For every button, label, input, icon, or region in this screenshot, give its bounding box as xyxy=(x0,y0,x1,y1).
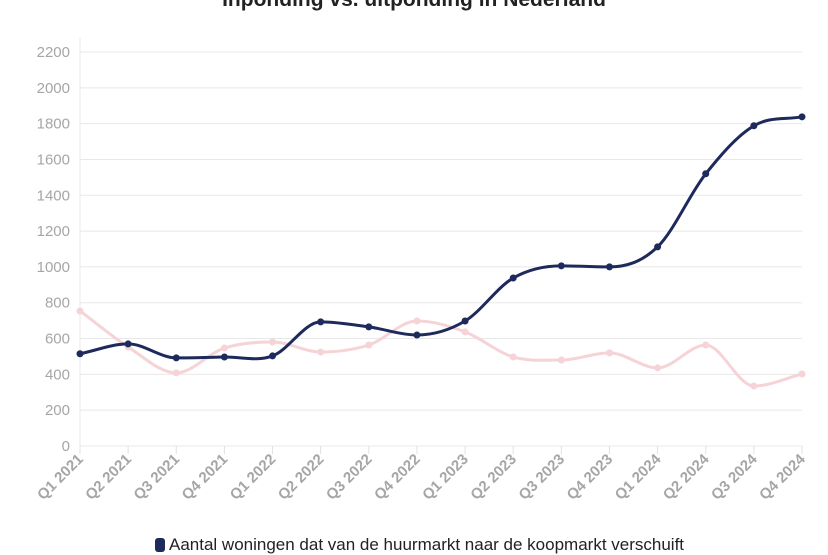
data-point xyxy=(509,353,517,361)
x-tick-label: Q1 2024 xyxy=(612,450,665,503)
x-tick-label: Q3 2022 xyxy=(323,451,376,504)
data-point xyxy=(76,350,84,358)
x-tick-label: Q2 2022 xyxy=(275,451,328,504)
y-tick-label: 2000 xyxy=(37,80,70,97)
legend-swatch[interactable] xyxy=(155,538,165,552)
chart-title: Inponding vs. uitponding in Nederland xyxy=(0,0,828,12)
series-line-1 xyxy=(79,309,803,388)
x-tick-label: Q4 2021 xyxy=(179,451,232,504)
x-tick-label: Q4 2022 xyxy=(371,451,424,504)
data-point xyxy=(509,274,517,282)
data-point xyxy=(76,307,84,315)
data-point xyxy=(269,352,277,360)
data-point xyxy=(605,263,613,271)
x-tick-label: Q1 2022 xyxy=(227,451,280,504)
data-point xyxy=(124,340,132,348)
legend-label[interactable]: Aantal woningen dat van de huurmarkt naa… xyxy=(169,535,685,554)
data-point xyxy=(798,113,806,121)
data-point xyxy=(461,317,469,325)
data-point xyxy=(798,370,806,378)
data-point xyxy=(557,356,565,364)
x-tick-label: Q3 2024 xyxy=(708,450,761,503)
data-point xyxy=(702,170,710,178)
y-tick-label: 1000 xyxy=(37,259,70,276)
x-tick-label: Q1 2021 xyxy=(34,451,87,504)
data-point xyxy=(654,364,662,372)
data-point xyxy=(172,369,180,377)
y-tick-label: 0 xyxy=(62,438,70,455)
data-point xyxy=(605,349,613,357)
x-tick-label: Q2 2021 xyxy=(82,451,135,504)
y-tick-label: 200 xyxy=(45,402,70,419)
data-point xyxy=(220,344,228,352)
x-tick-label: Q3 2021 xyxy=(130,451,183,504)
y-tick-label: 800 xyxy=(45,295,70,312)
data-point xyxy=(365,323,373,331)
x-tick-label: Q1 2023 xyxy=(419,451,472,504)
data-point xyxy=(750,122,758,130)
series-line-0 xyxy=(79,115,803,361)
y-tick-label: 1800 xyxy=(37,116,70,133)
y-tick-label: 1600 xyxy=(37,151,70,168)
x-tick-label: Q4 2023 xyxy=(564,451,617,504)
data-point xyxy=(557,262,565,270)
data-point xyxy=(317,318,325,326)
data-point xyxy=(172,354,180,362)
data-point xyxy=(220,353,228,361)
y-tick-label: 1200 xyxy=(37,223,70,240)
legend: Aantal woningen dat van de huurmarkt naa… xyxy=(155,535,684,555)
data-point xyxy=(654,243,662,251)
data-point xyxy=(702,341,710,349)
data-point xyxy=(317,348,325,356)
x-tick-label: Q3 2023 xyxy=(515,451,568,504)
y-tick-label: 2200 xyxy=(37,44,70,61)
x-tick-label: Q2 2024 xyxy=(660,450,713,503)
data-point xyxy=(365,341,373,349)
data-point xyxy=(461,328,469,336)
y-tick-label: 600 xyxy=(45,331,70,348)
y-tick-label: 1400 xyxy=(37,187,70,204)
data-point xyxy=(413,317,421,325)
x-tick-label: Q4 2024 xyxy=(756,450,809,503)
x-tick-label: Q2 2023 xyxy=(467,451,520,504)
data-point xyxy=(269,338,277,346)
data-point xyxy=(750,382,758,390)
y-tick-label: 400 xyxy=(45,366,70,383)
data-point xyxy=(413,331,421,339)
